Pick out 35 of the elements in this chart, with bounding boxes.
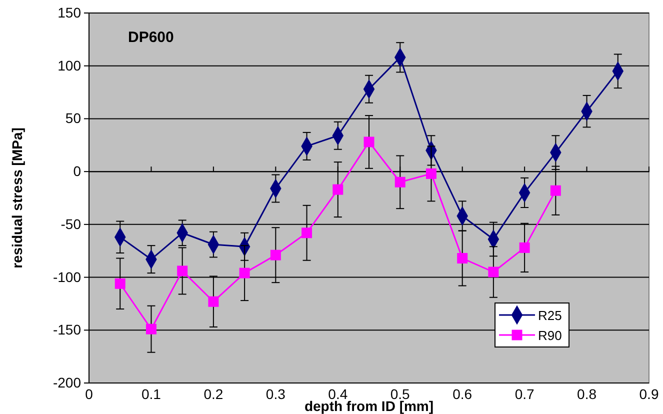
x-tick-label: 0 — [85, 386, 94, 402]
point — [519, 242, 530, 253]
point — [550, 185, 561, 196]
legend-label: R25 — [538, 308, 562, 323]
y-tick-label: 100 — [58, 57, 82, 74]
y-tick-label: -50 — [60, 216, 82, 232]
y-tick-label: -200 — [52, 374, 82, 390]
y-tick-label: -150 — [52, 322, 82, 338]
point — [302, 228, 312, 238]
point — [239, 268, 250, 278]
point — [457, 253, 468, 264]
text: DP600 — [128, 29, 174, 46]
y-tick-label: -100 — [52, 268, 82, 285]
point — [177, 266, 188, 276]
point — [426, 168, 436, 179]
x-tick-label: 0.8 — [577, 386, 597, 402]
y-tick-label: 0 — [73, 163, 82, 180]
x-tick-label: 0.9 — [639, 386, 659, 402]
point — [270, 250, 281, 260]
x-tick-label: 0.3 — [266, 386, 286, 402]
point — [114, 278, 126, 289]
point — [364, 136, 374, 148]
y-tick-label: 50 — [65, 110, 82, 126]
point — [146, 324, 156, 334]
y-axis-title: residual stress [MPa] — [9, 128, 25, 268]
point — [332, 184, 344, 195]
x-tick-label: 0.6 — [452, 386, 472, 402]
point — [394, 176, 406, 188]
point — [208, 296, 219, 307]
legend-label: R90 — [538, 328, 562, 343]
y-tick-label: 150 — [58, 4, 82, 20]
x-tick-label: 0.1 — [141, 386, 162, 402]
point — [488, 266, 499, 278]
x-tick-label: 0.2 — [204, 386, 224, 402]
x-tick-label: 0.7 — [514, 386, 534, 402]
